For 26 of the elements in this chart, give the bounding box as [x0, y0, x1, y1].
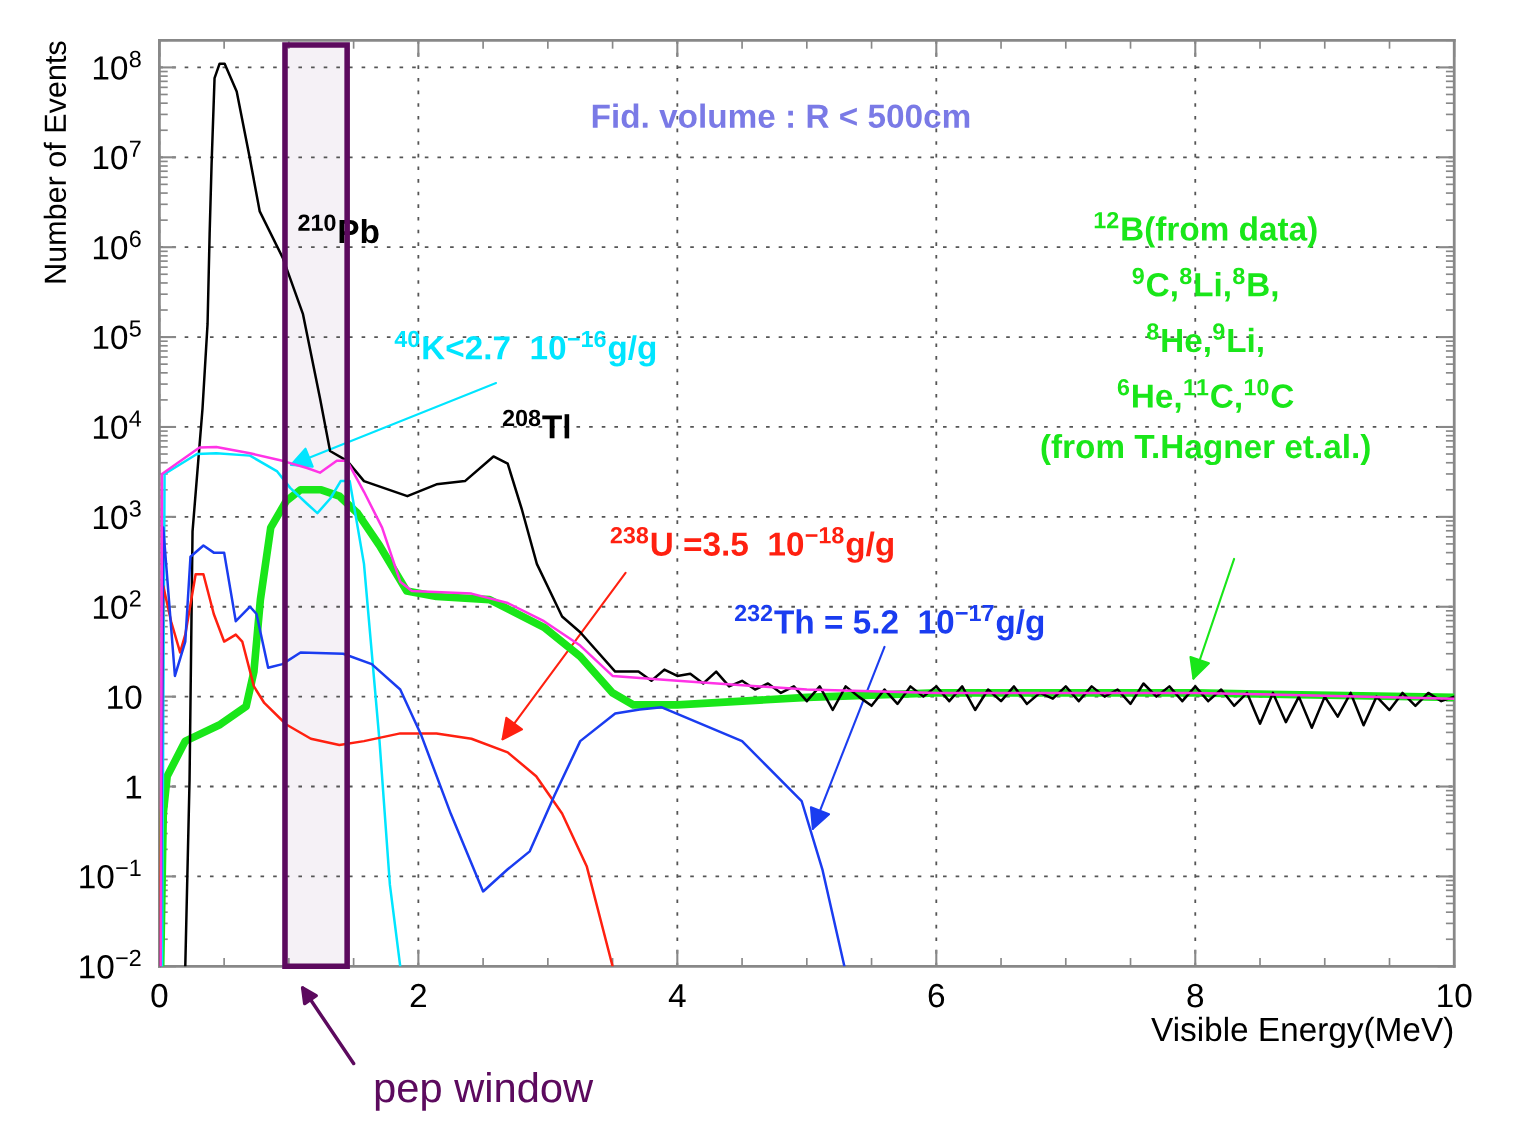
y-tick-label: 1 [126, 775, 142, 799]
y-tick-label: 10$^{−1}$ [80, 859, 141, 889]
x-axis-title: Visible Energy(MeV) [1151, 1016, 1453, 1048]
y-tick-label: 10 [108, 685, 142, 710]
text: $^{232}$Th = 5.2 10$^{−17}$g/g [734, 604, 1044, 641]
text: $^{238}$U =3.5 10$^{−18}$g/g [610, 527, 893, 563]
x-tick-label: 4 [668, 984, 686, 1008]
band-label: pep window [375, 1071, 594, 1111]
y-tick-label: 10$^{2}$ [93, 590, 141, 620]
y-tick-label: 10$^{−2}$ [80, 949, 141, 979]
y-tick-label: 10$^{5}$ [93, 320, 141, 350]
x-tick-label: 10 [1438, 983, 1472, 1008]
y-tick-label: 10$^{4}$ [93, 410, 142, 440]
x-tick-label: 0 [151, 983, 168, 1008]
y-tick-label: 10$^{3}$ [93, 500, 141, 530]
y-tick-label: 10$^{6}$ [93, 230, 141, 260]
x-tick-label: 8 [1187, 983, 1204, 1008]
x-tick-label: 6 [928, 983, 945, 1008]
y-axis-title: Number of Events [43, 41, 67, 283]
annotation: $^{208}$Tl [502, 409, 570, 439]
text: $^{12}$B(from data) $^{9}$C,$^{8}$Li,$^{8}$B, $^{8}$He,$^{9}$Li, $^{6}$He,$^{11}$C,$^{10}$C (from T.Hagner et.al.) [1041, 211, 1370, 466]
y-tick-label: 10$^{7}$ [93, 140, 141, 170]
text: $^{40}$K<2.7 10$^{−16}$g/g [394, 330, 656, 367]
y-tick-label: 10$^{8}$ [93, 50, 141, 80]
x-tick-label: 2 [410, 983, 426, 1008]
annotation: Fid. volume : R < 500cm [592, 103, 970, 129]
